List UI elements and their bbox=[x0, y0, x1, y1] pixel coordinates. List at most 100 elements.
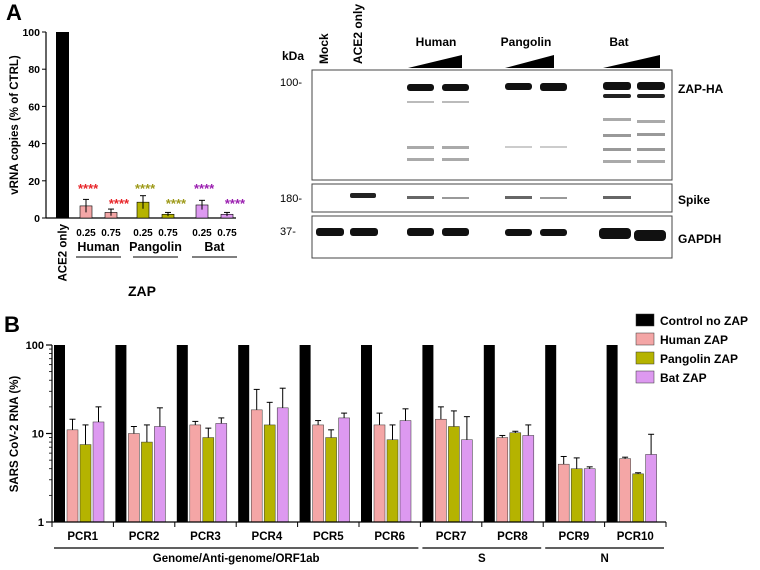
bar-bat-zap bbox=[215, 423, 228, 523]
panel-a-label: A bbox=[6, 0, 22, 25]
x-tick-label: PCR10 bbox=[617, 531, 654, 543]
band bbox=[442, 197, 469, 199]
bar-human-zap bbox=[557, 463, 570, 523]
y-tick-label: 80 bbox=[28, 64, 40, 76]
region-label: Genome/Anti-genome/ORF1ab bbox=[153, 553, 320, 565]
bar-human-zap bbox=[66, 429, 79, 523]
band bbox=[634, 230, 666, 241]
panel-a-y-axis-label: vRNA copies (% of CTRL) bbox=[9, 55, 21, 195]
bar-bat-zap bbox=[154, 426, 166, 523]
zap-bands bbox=[407, 82, 665, 163]
legend-label: Bat ZAP bbox=[660, 371, 707, 385]
panel-b-x-axis: PCR1 PCR2 PCR3 PCR4 PCR5 PCR6 PCR7 PCR8 PCR9 PCR1… bbox=[51, 521, 667, 543]
dose-label: 0.75 bbox=[101, 228, 121, 239]
blot-box-gapdh bbox=[311, 215, 673, 259]
bar-bat-zap bbox=[276, 407, 289, 523]
band bbox=[637, 133, 665, 136]
bar-human-zap bbox=[619, 458, 631, 523]
x-tick-label: PCR1 bbox=[67, 531, 98, 543]
x-tick-label: PCR3 bbox=[190, 531, 221, 543]
band-label-spike: Spike bbox=[678, 193, 710, 207]
bar-bat-zap bbox=[583, 468, 596, 523]
significance-stars: **** bbox=[109, 196, 130, 211]
panel-b-bars bbox=[54, 345, 657, 523]
kda-label: kDa bbox=[282, 49, 304, 63]
band bbox=[407, 84, 434, 91]
band bbox=[540, 229, 567, 236]
band bbox=[407, 158, 434, 161]
bar-bat-zap bbox=[92, 421, 105, 523]
bar-control-no-zap bbox=[54, 345, 65, 522]
lane-bat-label: Bat bbox=[609, 35, 628, 49]
x-tick-label: PCR8 bbox=[497, 531, 528, 543]
lane-pangolin-label: Pangolin bbox=[501, 35, 552, 49]
legend-label: Human ZAP bbox=[660, 333, 728, 347]
dose-label: 0.25 bbox=[133, 228, 153, 239]
bar-control-no-zap bbox=[238, 345, 250, 522]
y-tick-label: 60 bbox=[28, 101, 40, 113]
bar-bat-zap bbox=[461, 439, 473, 523]
lane-ace2-label: ACE2 only bbox=[351, 4, 365, 64]
bar-control-no-zap bbox=[299, 345, 311, 522]
bar-human-zap bbox=[435, 418, 447, 523]
legend-swatch bbox=[635, 313, 655, 327]
band bbox=[603, 160, 631, 163]
marker-180: 180- bbox=[280, 193, 302, 205]
band bbox=[442, 158, 469, 161]
bar-control-no-zap bbox=[606, 345, 618, 522]
y-tick-label: 1 bbox=[38, 517, 44, 529]
band bbox=[350, 228, 378, 236]
significance-stars: **** bbox=[166, 196, 187, 211]
bar-pangolin-zap bbox=[632, 473, 644, 523]
panel-b-label: B bbox=[4, 312, 20, 337]
bar-bat-zap bbox=[338, 417, 350, 523]
band bbox=[603, 196, 631, 199]
significance-stars: **** bbox=[78, 181, 99, 196]
bar-pangolin-zap bbox=[325, 437, 337, 523]
band bbox=[407, 101, 434, 103]
y-tick-label: 40 bbox=[28, 139, 40, 151]
band bbox=[637, 120, 665, 123]
bat-dose-triangle bbox=[603, 55, 660, 68]
bar-pangolin-zap bbox=[263, 424, 276, 523]
legend-label: Pangolin ZAP bbox=[660, 352, 738, 366]
bar-pangolin-zap bbox=[509, 432, 522, 523]
panel-b-y-axis: 1 10 100 bbox=[26, 340, 53, 529]
x-tick-label: PCR5 bbox=[313, 531, 344, 543]
legend-label: Control no ZAP bbox=[660, 314, 748, 328]
x-tick-label: PCR7 bbox=[436, 531, 467, 543]
bar-control-no-zap bbox=[176, 345, 188, 522]
legend-swatch bbox=[635, 332, 655, 346]
x-tick-label: PCR4 bbox=[252, 531, 283, 543]
significance-stars: **** bbox=[135, 181, 156, 196]
band bbox=[603, 148, 631, 151]
band bbox=[505, 196, 532, 199]
band bbox=[505, 146, 532, 148]
bar-control-no-zap bbox=[361, 345, 372, 522]
pangolin-dose-triangle bbox=[505, 55, 554, 68]
significance-stars: **** bbox=[194, 181, 215, 196]
band bbox=[603, 118, 631, 121]
y-tick-label: 0 bbox=[34, 213, 40, 225]
bar-human-zap bbox=[373, 424, 386, 523]
x-tick-label: PCR9 bbox=[559, 531, 590, 543]
band-label-gapdh: GAPDH bbox=[678, 232, 721, 246]
band bbox=[505, 83, 532, 90]
band bbox=[599, 228, 631, 239]
band-label-zap-ha: ZAP-HA bbox=[678, 82, 724, 96]
panel-b-bar-chart: B SARS CoV-2 RNA (%) 1 10 100 PCR1 PCR2 PCR3… bbox=[4, 312, 748, 565]
bar-control-no-zap bbox=[545, 345, 557, 522]
band bbox=[442, 101, 469, 103]
band bbox=[442, 146, 469, 149]
bar-bat-zap bbox=[645, 454, 657, 523]
region-label: N bbox=[600, 553, 608, 565]
marker-37: 37- bbox=[280, 226, 296, 238]
y-tick-label: 100 bbox=[26, 340, 44, 352]
band bbox=[603, 82, 631, 90]
band bbox=[350, 193, 376, 198]
x-label-control: ACE2 only bbox=[58, 223, 70, 281]
bar-control bbox=[56, 32, 69, 218]
bar-pangolin-zap bbox=[448, 426, 460, 523]
band bbox=[540, 146, 567, 148]
